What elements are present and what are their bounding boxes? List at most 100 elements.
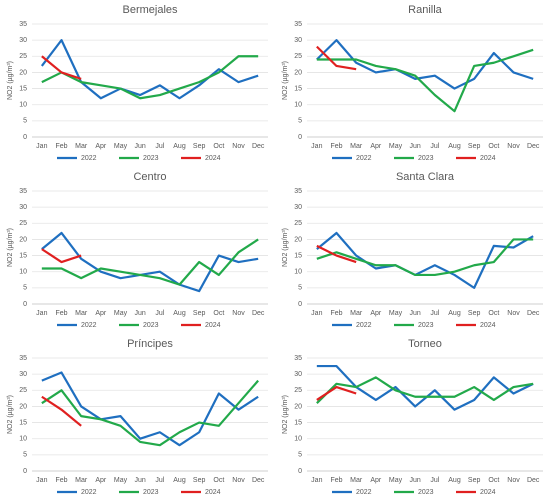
legend-label: 2024: [205, 322, 221, 329]
legend-label: 2022: [356, 155, 372, 162]
y-tick-label: 0: [298, 301, 302, 308]
x-tick-label: Mar: [350, 310, 363, 317]
y-tick-label: 15: [294, 252, 302, 259]
legend-label: 2024: [480, 489, 496, 496]
x-tick-label: Jul: [430, 310, 439, 317]
y-tick-label: 20: [19, 69, 27, 76]
y-axis-label: NO2 (µg/m³): [7, 61, 14, 100]
y-tick-label: 15: [19, 419, 27, 426]
x-tick-label: Nov: [232, 143, 245, 150]
y-tick-label: 5: [298, 452, 302, 459]
x-tick-label: Dec: [252, 143, 265, 150]
x-tick-label: Oct: [213, 143, 224, 150]
series-line: [316, 39, 534, 90]
y-tick-label: 15: [294, 85, 302, 92]
x-tick-label: Jun: [410, 477, 421, 484]
legend-label: 2022: [356, 322, 372, 329]
y-tick-label: 10: [294, 102, 302, 109]
series-line: [41, 55, 82, 80]
x-tick-label: Mar: [75, 143, 88, 150]
x-tick-label: Sep: [468, 143, 481, 150]
y-tick-label: 25: [19, 53, 27, 60]
legend-label: 2024: [480, 155, 496, 162]
x-tick-label: Feb: [55, 143, 67, 150]
y-tick-label: 35: [19, 21, 27, 28]
legend-label: 2023: [418, 322, 434, 329]
y-tick-label: 10: [19, 269, 27, 276]
x-tick-label: Apr: [95, 477, 107, 484]
chart-title: Torneo: [408, 338, 442, 350]
legend-label: 2024: [205, 489, 221, 496]
x-tick-label: Sep: [468, 477, 481, 484]
x-tick-label: Oct: [488, 477, 499, 484]
x-tick-label: Dec: [527, 310, 540, 317]
x-tick-label: Jul: [155, 310, 164, 317]
y-tick-label: 0: [23, 134, 27, 141]
series-line: [41, 395, 82, 427]
y-tick-label: 30: [294, 204, 302, 211]
x-tick-label: Jun: [135, 477, 146, 484]
legend-label: 2024: [480, 322, 496, 329]
x-tick-label: Jan: [311, 310, 322, 317]
x-tick-label: Aug: [173, 310, 186, 317]
x-tick-label: May: [389, 477, 403, 484]
chart-title: Centro: [133, 171, 166, 183]
x-tick-label: Mar: [75, 310, 88, 317]
x-tick-label: Apr: [370, 477, 382, 484]
y-tick-label: 20: [294, 69, 302, 76]
x-tick-label: May: [389, 310, 403, 317]
x-tick-label: Dec: [252, 310, 265, 317]
series-line: [40, 39, 259, 100]
x-tick-label: Dec: [527, 143, 540, 150]
x-tick-label: Sep: [468, 310, 481, 317]
y-tick-label: 30: [294, 37, 302, 44]
legend-label: 2023: [418, 489, 434, 496]
series-line: [316, 45, 357, 71]
x-tick-label: Oct: [488, 143, 499, 150]
x-tick-label: Feb: [330, 477, 342, 484]
x-tick-label: Apr: [95, 310, 107, 317]
y-tick-label: 5: [298, 285, 302, 292]
y-tick-label: 30: [19, 37, 27, 44]
series-line: [41, 238, 259, 286]
y-tick-label: 35: [19, 355, 27, 362]
y-axis-label: NO2 (µg/m³): [282, 395, 289, 434]
legend-label: 2024: [205, 155, 221, 162]
y-tick-label: 25: [19, 387, 27, 394]
y-axis-label: NO2 (µg/m³): [282, 228, 289, 267]
x-tick-label: Jul: [430, 477, 439, 484]
x-tick-label: Jul: [155, 143, 164, 150]
y-tick-label: 20: [19, 403, 27, 410]
x-tick-label: Mar: [350, 143, 363, 150]
series-line: [41, 379, 259, 447]
series-line: [316, 238, 534, 277]
chart-title: Bermejales: [122, 4, 178, 16]
x-tick-label: May: [389, 143, 403, 150]
y-tick-label: 0: [23, 301, 27, 308]
x-tick-label: Jan: [311, 477, 322, 484]
series-line: [316, 364, 534, 411]
y-tick-label: 20: [294, 403, 302, 410]
y-tick-label: 15: [294, 419, 302, 426]
y-axis-label: NO2 (µg/m³): [7, 228, 14, 267]
y-tick-label: 5: [23, 452, 27, 459]
x-tick-label: Jan: [36, 143, 47, 150]
legend-label: 2022: [81, 155, 97, 162]
x-tick-label: Jun: [135, 143, 146, 150]
x-tick-label: Dec: [527, 477, 540, 484]
y-tick-label: 25: [294, 220, 302, 227]
x-tick-label: Nov: [507, 143, 520, 150]
x-tick-label: May: [114, 143, 128, 150]
x-tick-label: Aug: [173, 143, 186, 150]
y-tick-label: 35: [294, 21, 302, 28]
x-tick-label: Apr: [370, 310, 382, 317]
x-tick-label: Feb: [330, 310, 342, 317]
legend-label: 2022: [81, 322, 97, 329]
y-tick-label: 0: [298, 134, 302, 141]
x-tick-label: Jan: [36, 310, 47, 317]
x-tick-label: Oct: [213, 477, 224, 484]
y-tick-label: 30: [294, 371, 302, 378]
y-tick-label: 20: [294, 236, 302, 243]
x-tick-label: Nov: [232, 310, 245, 317]
